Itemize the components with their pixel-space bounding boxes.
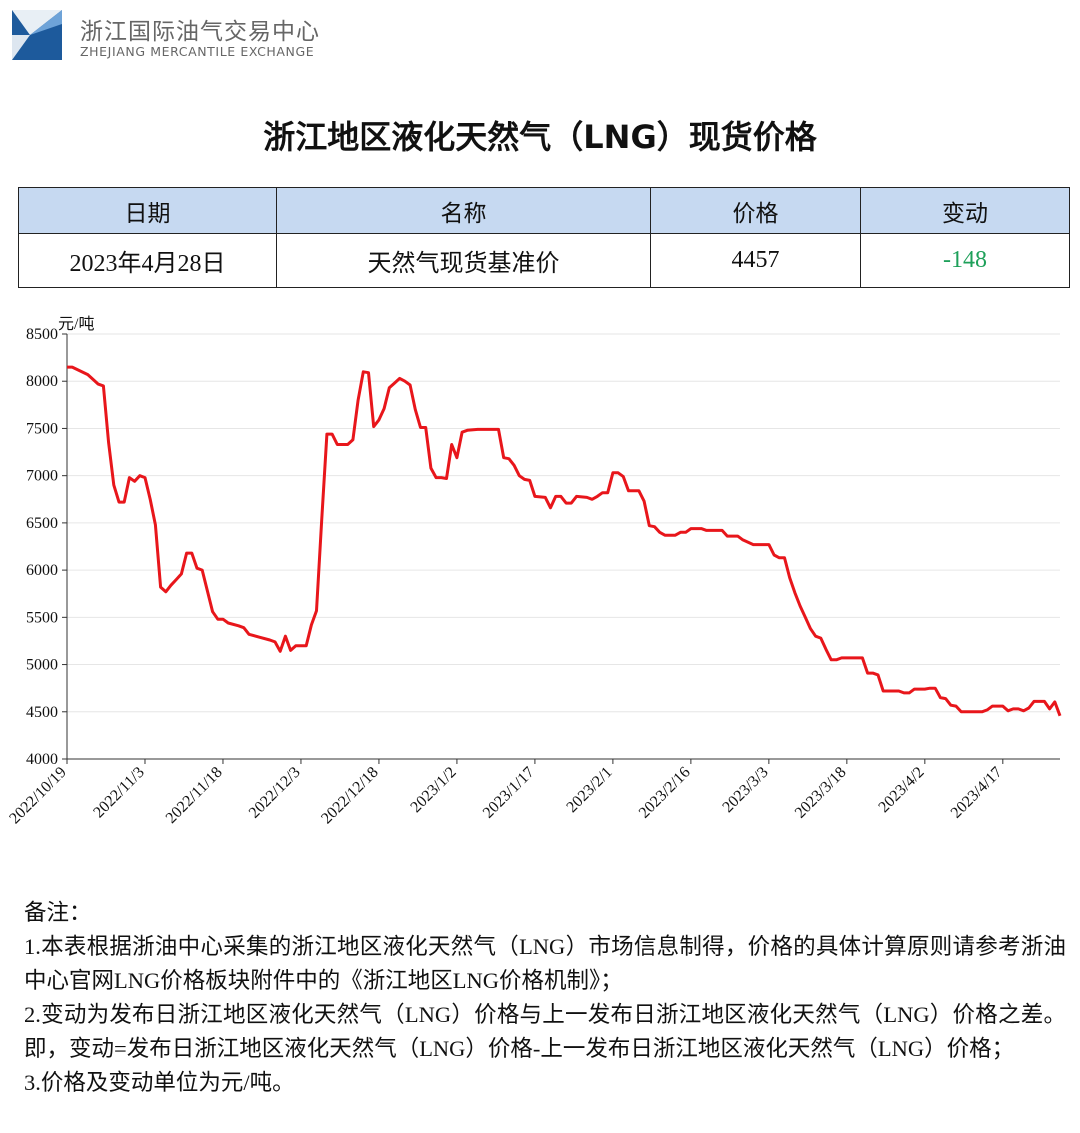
cell: 2023年4月28日	[18, 233, 277, 288]
header-cell: 价格	[650, 187, 861, 234]
logo	[12, 10, 62, 60]
notes: 备注： 1.本表根据浙油中心采集的浙江地区液化天然气（LNG）市场信息制得，价格…	[24, 896, 1066, 1100]
x-tick-label: 2023/2/16	[636, 764, 694, 822]
x-tick-label: 2023/2/1	[563, 764, 615, 816]
x-tick-label: 2023/4/17	[948, 764, 1006, 822]
cell: 天然气现货基准价	[276, 233, 651, 288]
org-name: 浙江国际油气交易中心	[80, 19, 320, 45]
y-tick-label: 6000	[26, 562, 58, 579]
price-table: 日期 名称 价格 变动 2023年4月28日 天然气现货基准价 4457 -14…	[18, 187, 1070, 288]
notes-heading: 备注：	[24, 900, 92, 925]
y-tick-label: 4500	[26, 704, 58, 721]
y-tick-label: 8500	[26, 326, 58, 343]
org-name-en: ZHEJIANG MERCANTILE EXCHANGE	[80, 44, 315, 59]
x-tick-label: 2023/3/3	[719, 764, 771, 816]
page-title: 浙江地区液化天然气（LNG）现货价格	[263, 118, 817, 156]
x-tick-label: 2023/4/2	[875, 764, 927, 816]
header-cell: 变动	[860, 187, 1070, 234]
cell: 4457	[650, 233, 861, 288]
note: 2.变动为发布日浙江地区液化天然气（LNG）价格与上一发布日浙江地区液化天然气（…	[24, 1002, 1066, 1061]
x-tick-label: 2022/11/3	[90, 764, 147, 821]
y-tick-label: 5500	[26, 609, 58, 626]
y-tick-label: 7000	[26, 468, 58, 485]
note: 3.价格及变动单位为元/吨。	[24, 1070, 295, 1095]
cell: -148	[860, 233, 1070, 288]
x-tick-label: 2023/1/17	[480, 764, 538, 822]
price-line	[67, 365, 1062, 717]
x-tick-label: 2022/11/18	[163, 764, 226, 827]
header-cell: 日期	[18, 187, 277, 234]
y-tick-label: 4000	[26, 751, 58, 768]
note: 1.本表根据浙油中心采集的浙江地区液化天然气（LNG）市场信息制得，价格的具体计…	[24, 934, 1066, 993]
y-tick-label: 6500	[26, 515, 58, 532]
y-tick-label: 5000	[26, 657, 58, 674]
y-tick-label: 7500	[26, 420, 58, 437]
x-tick-label: 2023/1/2	[408, 764, 460, 816]
x-tick-label: 2022/10/19	[6, 764, 70, 828]
x-tick-label: 2023/3/18	[792, 764, 850, 822]
header-cell: 名称	[276, 187, 651, 234]
x-tick-label: 2022/12/18	[318, 764, 382, 828]
x-tick-label: 2022/12/3	[246, 764, 304, 822]
y-axis-label: 元/吨	[58, 315, 94, 333]
y-tick-label: 8000	[26, 373, 58, 390]
